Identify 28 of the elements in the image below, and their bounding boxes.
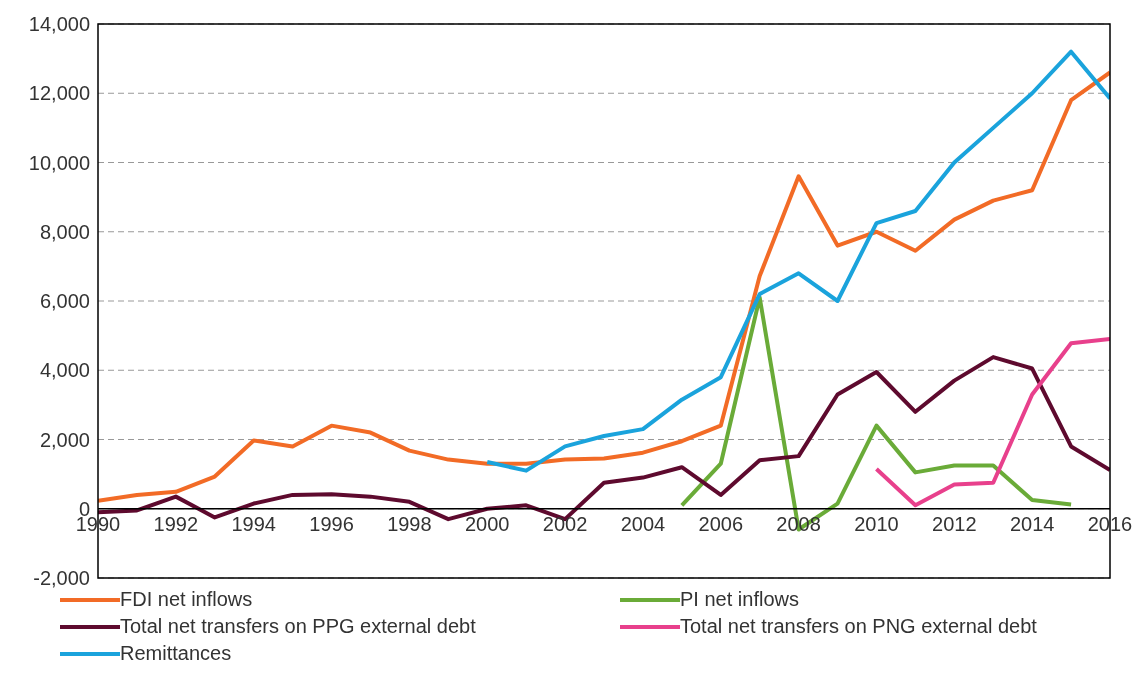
legend-label: FDI net inflows (120, 588, 253, 611)
y-tick-label: -2,000 (33, 567, 90, 590)
legend-label: Total net transfers on PPG external debt (120, 615, 476, 638)
x-tick-label: 1992 (153, 512, 199, 535)
x-tick-label: 1996 (309, 512, 354, 535)
x-tick-label: 1998 (387, 512, 432, 535)
y-tick-label: 14,000 (28, 13, 90, 36)
line-series (874, 337, 1110, 508)
x-tick-label: 2002 (542, 512, 588, 535)
legend-label: Total net transfers on PNG external debt (680, 615, 1037, 638)
x-tick-label: 2004 (620, 512, 666, 535)
y-tick-label: 10,000 (28, 151, 90, 174)
y-tick-label: 2,000 (39, 428, 90, 451)
legend-label: PI net inflows (680, 588, 799, 611)
x-tick-label: 1994 (231, 512, 276, 535)
line-series (485, 49, 1110, 473)
x-tick-label: 2014 (1009, 512, 1055, 535)
x-tick-label: 2000 (464, 512, 510, 535)
y-tick-label: 12,000 (28, 82, 90, 105)
y-tick-label: 8,000 (39, 220, 90, 243)
y-tick-label: 4,000 (39, 359, 90, 382)
y-tick-label: 6,000 (39, 290, 90, 313)
x-tick-label: 2012 (932, 512, 977, 535)
x-tick-label: 2010 (854, 512, 899, 535)
legend-label: Remittances (120, 642, 232, 665)
line-series (679, 295, 1074, 532)
line-series (98, 70, 1110, 503)
x-tick-label: 2006 (698, 512, 744, 535)
